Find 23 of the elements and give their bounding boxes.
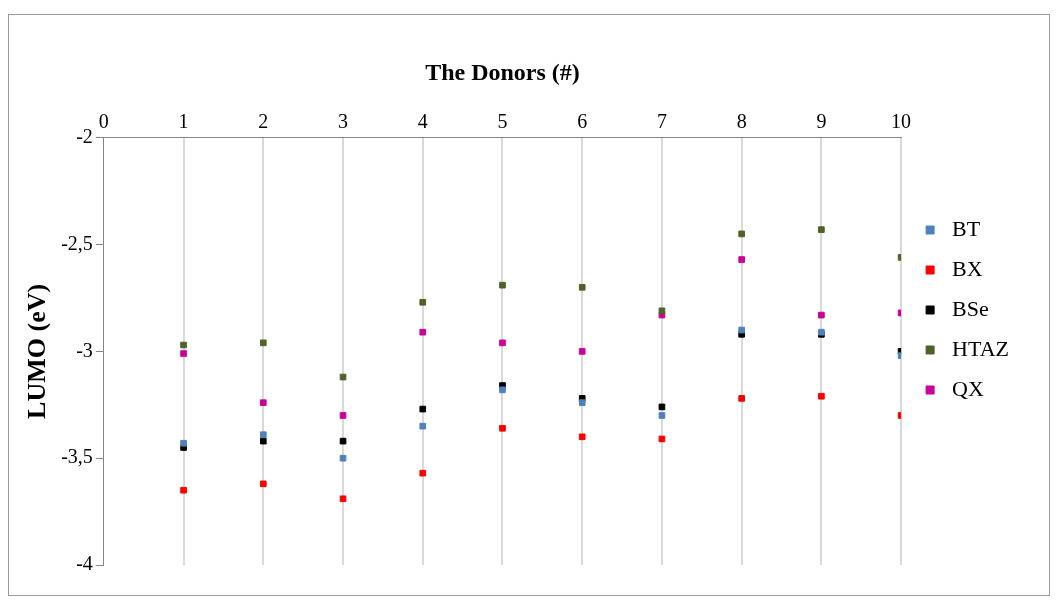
x-tick-label: 2 [258, 110, 269, 133]
y-tick-label: -2 [76, 125, 93, 148]
x-tick-label: 6 [577, 110, 588, 133]
y-tick-label: -3 [76, 338, 93, 361]
legend-label: BT [952, 215, 981, 241]
x-tick-label: 5 [497, 110, 508, 133]
legend-label: BX [952, 255, 983, 281]
y-tick-label: -2,5 [61, 231, 93, 254]
y-tick-label: -3,5 [61, 445, 93, 468]
y-tick-label: -4 [76, 552, 93, 575]
x-tick-label: 7 [656, 110, 667, 133]
x-tick-label: 9 [816, 110, 827, 133]
legend-label: HTAZ [952, 335, 1009, 361]
x-axis-title: The Donors (#) [425, 58, 580, 85]
y-axis-title: LUMO (eV) [22, 283, 52, 419]
x-tick-label: 0 [98, 110, 109, 133]
x-tick-label: 8 [736, 110, 747, 133]
x-tick-label: 3 [338, 110, 349, 133]
legend-label: BSe [952, 295, 989, 321]
x-tick-label: 1 [178, 110, 189, 133]
x-tick-label: 4 [417, 110, 428, 133]
x-tick-label: 10 [891, 110, 912, 133]
legend-label: QX [952, 375, 984, 401]
